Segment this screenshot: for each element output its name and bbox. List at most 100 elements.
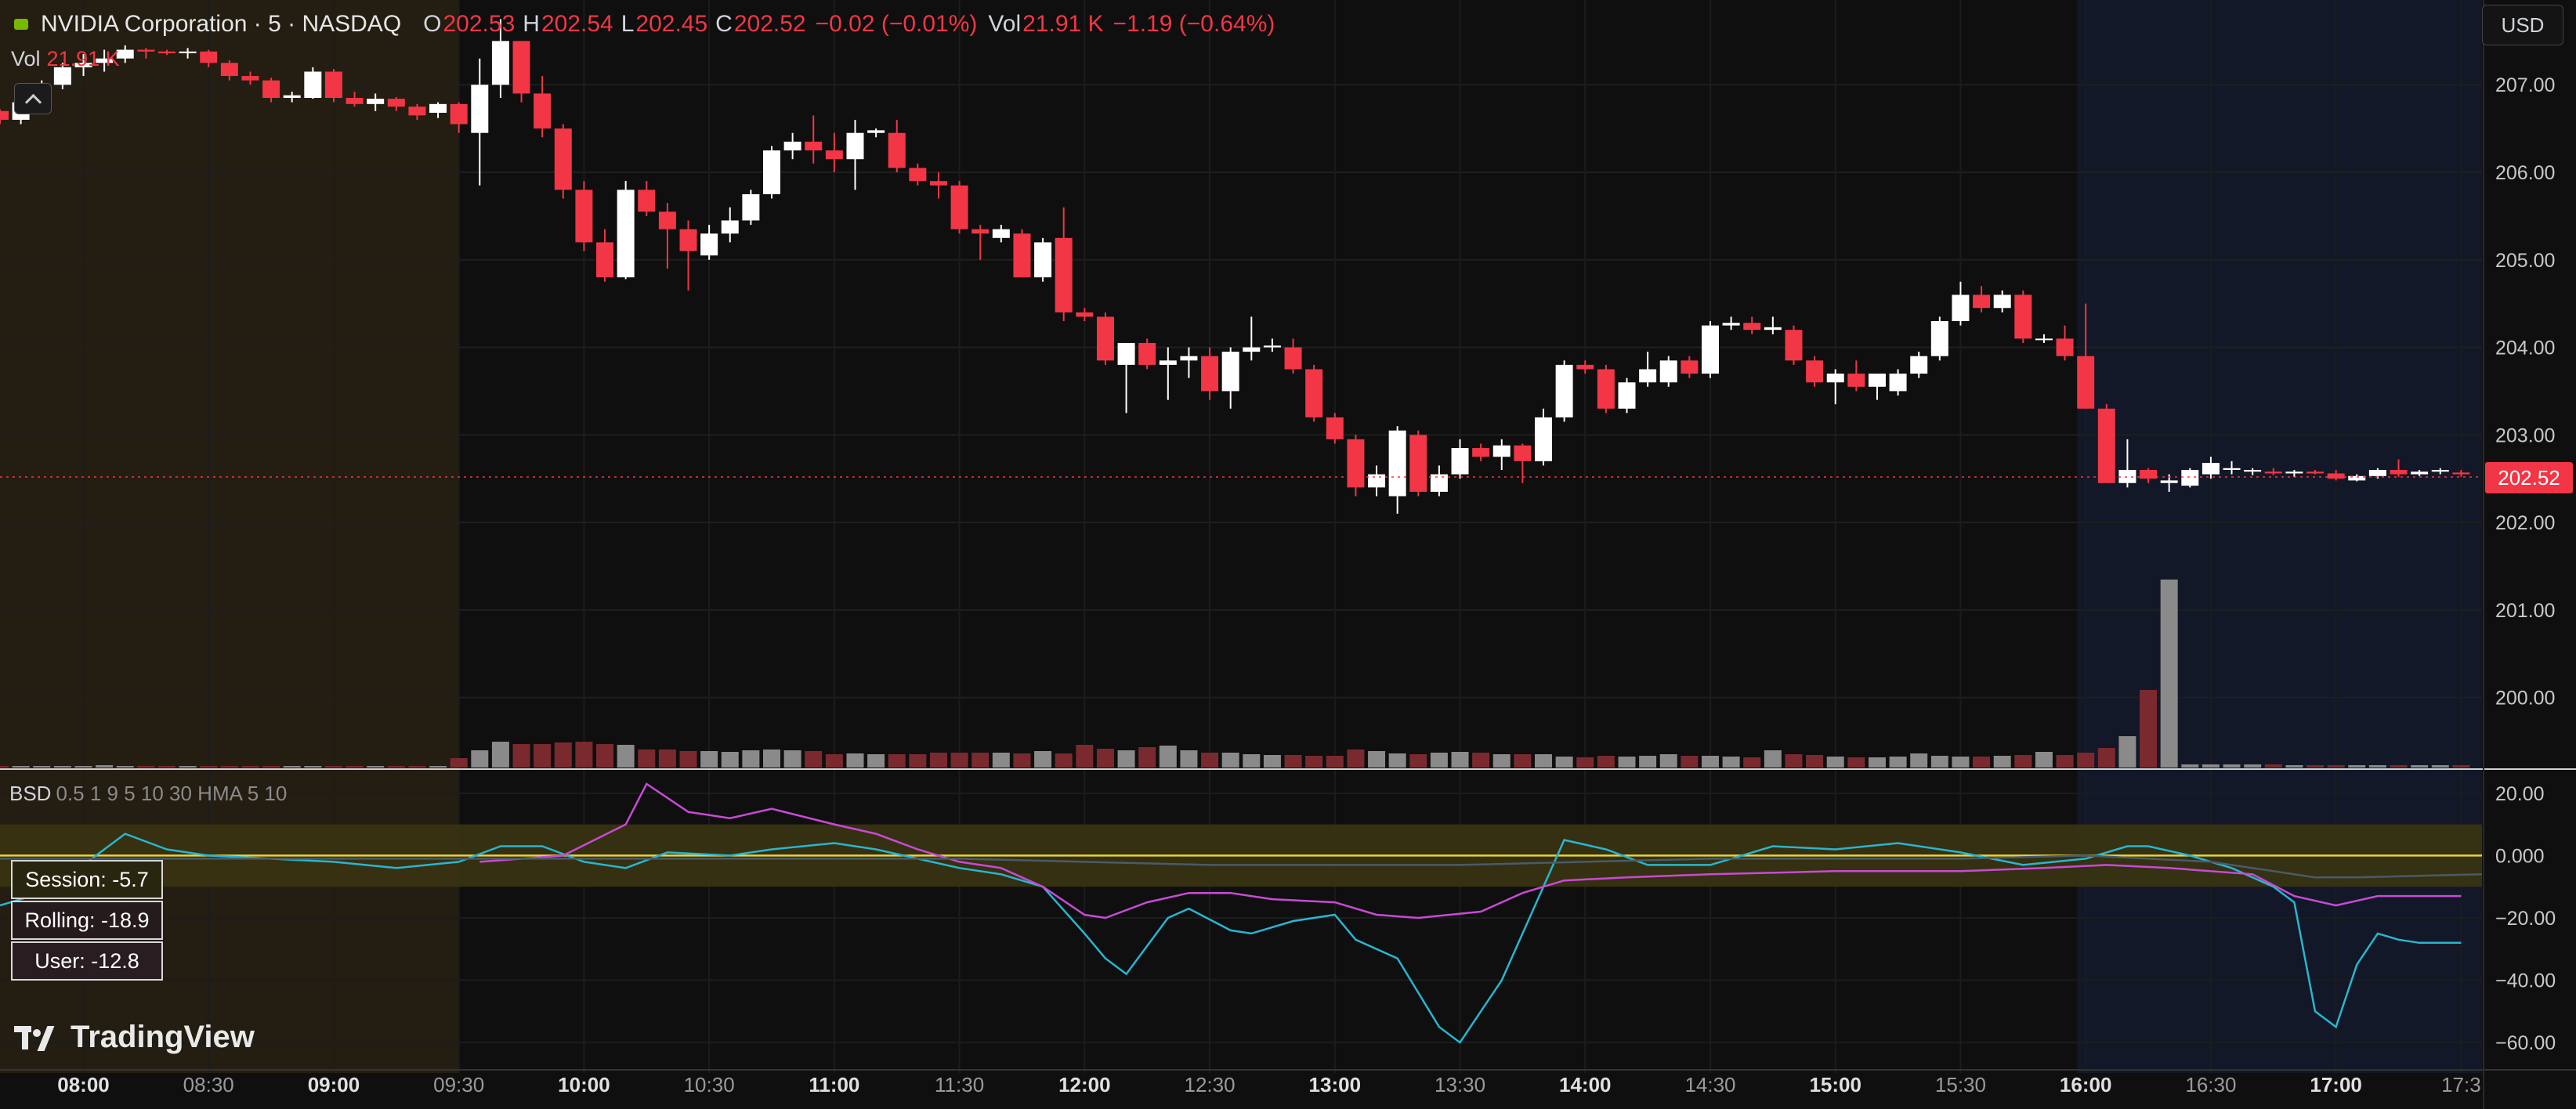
candle-body xyxy=(0,110,9,120)
volume-bar xyxy=(1034,751,1052,768)
volume-bar xyxy=(1117,750,1135,768)
user-stat-box: User: -12.8 xyxy=(11,941,163,981)
volume-legend-value: 21.91 K xyxy=(46,47,120,70)
volume-bar xyxy=(1221,753,1239,768)
candle-body xyxy=(96,58,114,63)
volume-bar xyxy=(575,742,593,768)
time-tick-label: 11:30 xyxy=(935,1073,984,1096)
candle-body xyxy=(2035,338,2053,341)
time-tick-label: 10:00 xyxy=(558,1073,610,1096)
candle-body xyxy=(1722,323,1740,326)
candle-body xyxy=(1221,352,1239,392)
time-tick-label: 09:30 xyxy=(433,1073,484,1096)
volume-bar xyxy=(157,766,175,768)
osc-tick-label: 0.000 xyxy=(2495,845,2545,867)
volume-bar xyxy=(33,766,51,768)
volume-bar xyxy=(534,744,552,768)
vol-value: 21.91 K xyxy=(1022,11,1104,37)
candle-body xyxy=(1138,342,1156,365)
candle-body xyxy=(491,41,509,85)
volume-bar xyxy=(200,766,218,768)
close-label: C xyxy=(715,11,733,37)
candle-body xyxy=(2077,356,2095,409)
volume-bar xyxy=(116,766,134,768)
candlesticks xyxy=(0,19,2470,514)
volume-bar xyxy=(700,751,718,768)
volume-bar xyxy=(1910,753,1928,768)
candle-body xyxy=(1618,382,1636,409)
volume-bar xyxy=(1368,751,1386,768)
indicator-legend[interactable]: BSD 0.5 1 9 5 10 30 HMA 5 10 xyxy=(9,782,287,806)
volume-bar xyxy=(846,753,864,768)
volume-bar xyxy=(2035,752,2053,768)
volume-bar xyxy=(888,754,906,768)
candle-body xyxy=(1055,237,1073,312)
candle-body xyxy=(1681,360,1699,374)
time-tick-label: 08:00 xyxy=(57,1073,110,1096)
volume-bar xyxy=(950,753,968,768)
volume-bar xyxy=(1576,757,1594,768)
collapse-legend-button[interactable] xyxy=(14,83,52,114)
candle-body xyxy=(2327,473,2345,479)
time-tick-label: 17:3 xyxy=(2441,1073,2481,1096)
candle-body xyxy=(1243,347,1261,352)
volume-bar xyxy=(1284,755,1302,768)
currency-button[interactable]: USD xyxy=(2482,5,2563,45)
session-backgrounds xyxy=(0,0,2482,1073)
volume-bar xyxy=(1952,757,1970,768)
volume-bar xyxy=(1764,750,1782,768)
volume-bar xyxy=(2097,748,2115,768)
candle-body xyxy=(1284,347,1302,370)
volume-bar xyxy=(0,766,9,768)
volume-bar xyxy=(783,750,801,768)
candle-body xyxy=(763,150,781,194)
candle-body xyxy=(2244,470,2262,472)
volume-bar xyxy=(971,753,990,768)
candle-body xyxy=(2368,470,2386,476)
volume-bar xyxy=(596,744,614,768)
volume-bar xyxy=(1930,756,1948,768)
candle-body xyxy=(1201,356,1219,392)
volume-bar xyxy=(992,753,1010,768)
volume-legend[interactable]: Vol 21.91 K xyxy=(11,47,120,71)
time-tick-label: 15:30 xyxy=(1935,1073,1986,1096)
candle-body xyxy=(950,185,968,229)
volume-bar xyxy=(2411,765,2429,768)
volume-bar xyxy=(2368,765,2386,768)
time-tick-label: 13:30 xyxy=(1435,1073,1485,1096)
volume-bar xyxy=(909,754,927,768)
volume-bar xyxy=(1451,752,1469,768)
candle-body xyxy=(1117,342,1135,365)
time-tick-label: 13:00 xyxy=(1309,1073,1362,1096)
osc-tick-label: −20.00 xyxy=(2495,908,2556,930)
candle-body xyxy=(220,63,238,77)
volume-bar xyxy=(1472,753,1490,768)
osc-series-cyan xyxy=(0,833,2462,1044)
volume-bar xyxy=(1701,756,1719,768)
volume-bar xyxy=(2306,765,2325,768)
volume-bar xyxy=(408,766,426,768)
candle-body xyxy=(1263,345,1281,348)
volume-bar xyxy=(96,765,114,768)
volume-bar xyxy=(1305,756,1323,768)
volume-bar xyxy=(2014,755,2032,768)
volume-bar xyxy=(346,766,364,768)
price-tick-label: 205.00 xyxy=(2495,250,2555,272)
volume-bar xyxy=(617,745,635,768)
volume-bar xyxy=(1263,755,1281,768)
symbol-title[interactable]: NVIDIA Corporation · 5 · NASDAQ xyxy=(41,11,402,37)
candle-body xyxy=(700,233,718,256)
volume-bar xyxy=(1847,757,1865,768)
volume-bar xyxy=(1055,753,1073,768)
candle-body xyxy=(1764,327,1782,331)
volume-bar xyxy=(1659,754,1677,768)
candle-body xyxy=(1034,242,1052,278)
tradingview-logo[interactable]: TradingView xyxy=(14,1020,255,1055)
volume-bar xyxy=(2431,765,2449,768)
price-tick-label: 206.00 xyxy=(2495,162,2555,184)
candle-body xyxy=(575,190,593,243)
candle-body xyxy=(1492,445,1511,457)
candle-body xyxy=(367,99,385,104)
low-value: 202.45 xyxy=(635,11,708,37)
candle-body xyxy=(2160,480,2178,483)
